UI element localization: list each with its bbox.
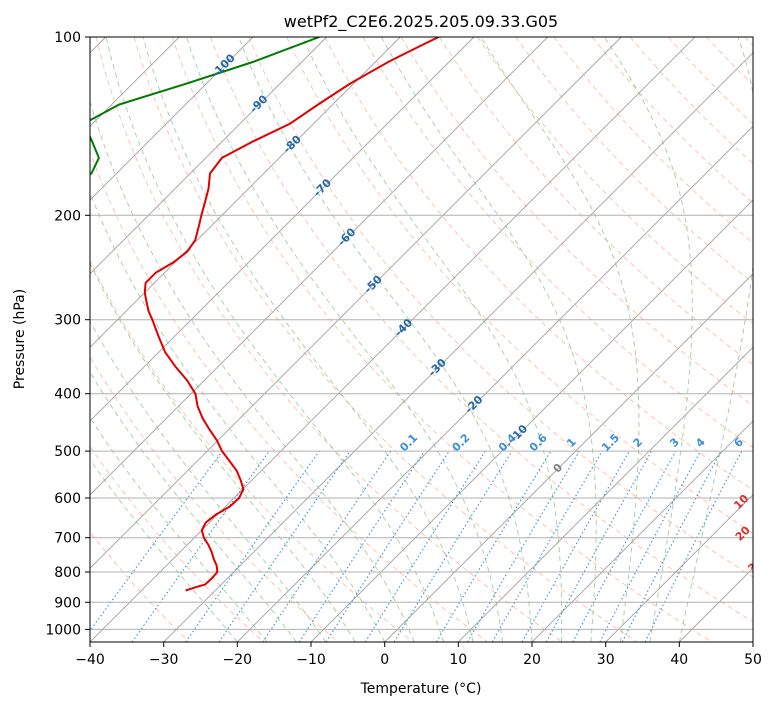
x-tick-label: 10 xyxy=(449,652,467,668)
y-tick-label: 500 xyxy=(54,444,81,460)
isotherm-line xyxy=(753,37,775,642)
y-tick-label: 1000 xyxy=(45,622,81,638)
x-tick-label: 30 xyxy=(597,652,615,668)
x-tick-label: −20 xyxy=(223,652,253,668)
x-tick-label: −40 xyxy=(75,652,105,668)
y-tick-label: 900 xyxy=(54,595,81,611)
y-tick-label: 600 xyxy=(54,491,81,507)
x-tick-label: −30 xyxy=(149,652,179,668)
x-tick-label: −10 xyxy=(296,652,326,668)
x-tick-label: 50 xyxy=(744,652,762,668)
y-tick-label: 400 xyxy=(54,387,81,403)
y-tick-label: 300 xyxy=(54,313,81,329)
dry-adiabat-label: 40 xyxy=(762,586,775,606)
y-tick-label: 100 xyxy=(54,30,81,46)
y-axis-label: Pressure (hPa) xyxy=(12,289,28,389)
x-axis-label: Temperature (°C) xyxy=(360,681,482,697)
x-tick-label: 20 xyxy=(523,652,541,668)
y-tick-label: 700 xyxy=(54,531,81,547)
y-axis-ticks: 100 200 300 400 500 600 700 800 900 1000 xyxy=(45,30,90,638)
x-axis-ticks: −40 −30 −20 −10 0 10 20 30 40 50 xyxy=(75,642,762,668)
chart-title: wetPf2_C2E6.2025.205.09.33.G05 xyxy=(284,12,558,32)
y-tick-label: 200 xyxy=(54,208,81,224)
x-tick-label: 40 xyxy=(670,652,688,668)
mixing-ratio-label: 8 xyxy=(759,435,774,450)
y-tick-label: 800 xyxy=(54,565,81,581)
plot-background xyxy=(90,37,753,642)
x-tick-label: 0 xyxy=(380,652,389,668)
